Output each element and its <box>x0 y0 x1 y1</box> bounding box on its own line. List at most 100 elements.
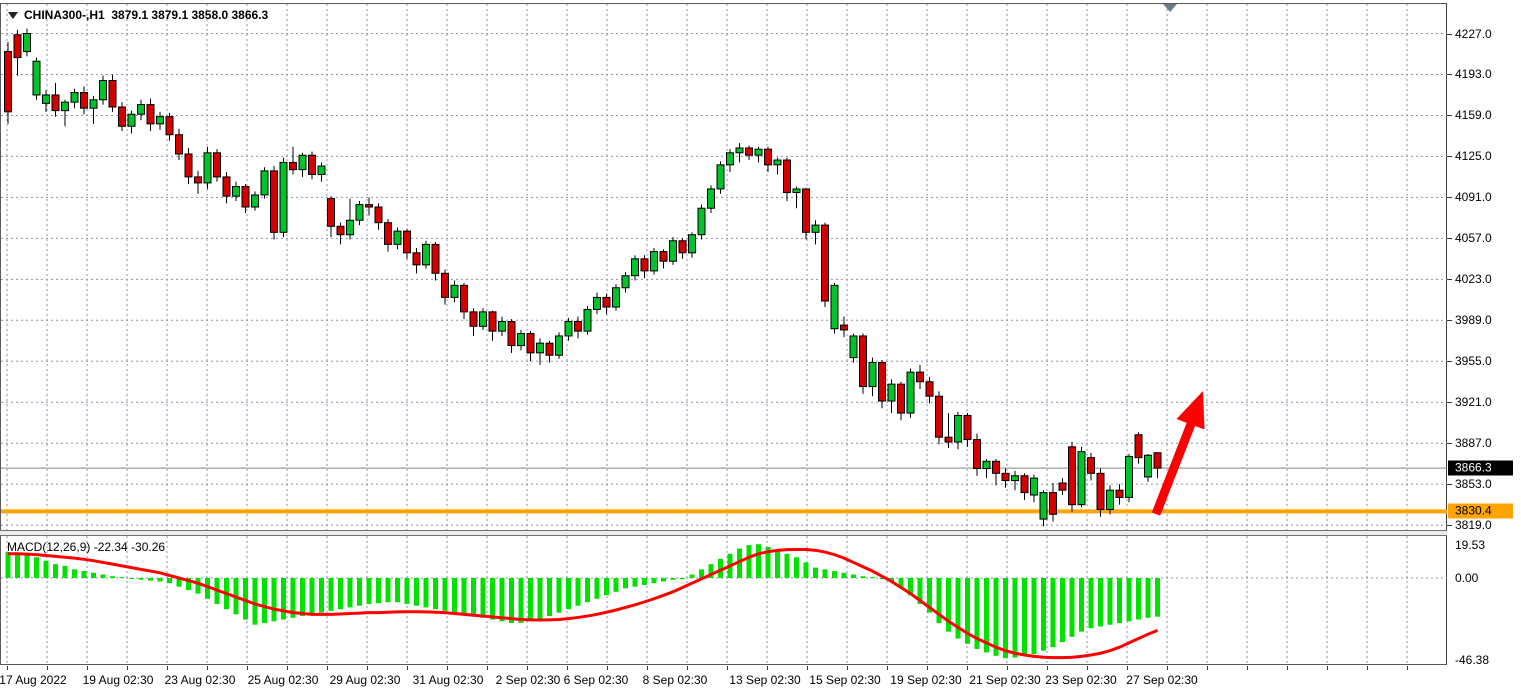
price-axis-tick <box>1447 320 1452 322</box>
candle-body <box>564 320 573 337</box>
macd-histogram-bar <box>965 578 970 644</box>
time-axis-tick <box>247 666 248 670</box>
macd-histogram-bar <box>642 578 647 585</box>
price-axis-tick <box>1447 197 1452 199</box>
candle-body <box>1039 492 1048 520</box>
candle-body <box>821 224 829 302</box>
macd-histogram-bar <box>1041 578 1046 651</box>
macd-histogram-bar <box>794 557 799 578</box>
current-price-badge: 3866.3 <box>1448 460 1513 476</box>
macd-histogram-bar <box>385 578 391 603</box>
macd-histogram-bar <box>803 562 809 578</box>
time-axis-tick <box>1207 666 1208 670</box>
macd-histogram-bar <box>186 578 191 591</box>
candle-body <box>792 188 801 194</box>
price-axis-tick <box>1447 525 1452 527</box>
candle-body <box>127 113 136 127</box>
macd-histogram-bar <box>1107 578 1113 625</box>
candle-body <box>1115 489 1124 498</box>
support-level-badge: 3830.4 <box>1448 503 1513 519</box>
price-axis-label: 4091.0 <box>1455 190 1492 205</box>
macd-histogram-bar <box>499 578 505 622</box>
candle-body <box>279 161 288 233</box>
main-chart-panel[interactable] <box>0 3 1447 530</box>
candles-group[interactable] <box>4 28 1162 527</box>
candle-body <box>346 219 354 236</box>
macd-indicator-label: MACD(12,26,9) -22.34 -30.26 <box>7 540 166 554</box>
candle-body <box>545 342 554 356</box>
time-axis-tick <box>487 666 488 670</box>
time-axis-tick <box>567 666 568 670</box>
macd-histogram-bar <box>129 578 134 579</box>
time-axis-tick <box>1287 666 1288 670</box>
candle-body <box>621 275 630 289</box>
macd-histogram-bar <box>148 578 153 581</box>
candle-body <box>488 311 497 332</box>
macd-histogram-bar <box>917 578 923 604</box>
time-axis-label: 15 Sep 02:30 <box>809 673 881 687</box>
macd-histogram-bar <box>1060 578 1065 643</box>
macd-histogram-bar <box>423 578 429 608</box>
macd-histogram-bar <box>433 578 438 610</box>
candle-body <box>631 258 639 277</box>
price-axis[interactable]: 4227.0 4193.0 4159.0 4125.0 4091.0 4057.0 4023… <box>1447 0 1521 667</box>
price-axis-tick <box>1447 156 1452 158</box>
time-axis-label: 19 Sep 02:30 <box>890 673 962 687</box>
candle-body <box>678 240 687 254</box>
time-axis[interactable]: 17 Aug 2022 19 Aug 02:30 23 Aug 02:30 25 Au… <box>0 666 1521 698</box>
macd-histogram-bar <box>271 578 277 622</box>
candle-body <box>80 92 88 109</box>
macd-histogram-bar <box>860 576 866 578</box>
macd-histogram-bar <box>1050 578 1056 648</box>
macd-histogram-bar <box>632 578 638 587</box>
macd-histogram-bar <box>841 572 847 578</box>
time-axis-tick <box>327 666 328 670</box>
time-axis-label: 27 Sep 02:30 <box>1126 673 1198 687</box>
macd-panel[interactable] <box>0 536 1447 665</box>
macd-histogram-bar <box>452 578 457 613</box>
trend-arrow[interactable] <box>1151 391 1205 516</box>
macd-histogram-group[interactable] <box>5 544 1161 659</box>
macd-histogram-bar <box>718 558 723 578</box>
candle-body <box>336 225 345 236</box>
macd-histogram-bar <box>689 574 695 578</box>
macd-histogram-bar <box>537 578 543 620</box>
time-axis-tick <box>807 666 808 670</box>
candle-body <box>688 234 696 254</box>
candle-body <box>460 284 468 313</box>
candle-body <box>184 153 193 178</box>
candle-body <box>992 460 1000 474</box>
macd-histogram-bar <box>205 578 210 599</box>
time-axis-tick <box>847 666 848 670</box>
macd-histogram-bar <box>509 578 514 623</box>
scroll-position-marker-icon[interactable] <box>1163 4 1177 12</box>
candle-body <box>555 335 563 356</box>
time-axis-tick <box>87 666 88 670</box>
macd-histogram-bar <box>889 578 894 582</box>
macd-histogram-bar <box>946 578 951 632</box>
panel-separator[interactable] <box>0 530 1447 536</box>
candle-body <box>422 243 430 266</box>
macd-histogram-bar <box>518 578 524 623</box>
time-axis-tick <box>967 666 968 670</box>
candle-body <box>108 79 117 108</box>
symbol-dropdown-triangle-icon <box>8 12 18 20</box>
candle-body <box>146 104 155 125</box>
macd-histogram-bar <box>784 553 790 578</box>
time-axis-tick <box>1087 666 1088 670</box>
candle-body <box>735 147 744 154</box>
price-axis-tick <box>1447 74 1452 76</box>
candle-body <box>802 188 810 233</box>
candle-body <box>1134 434 1143 459</box>
price-axis-tick <box>1447 484 1452 486</box>
macd-histogram-bar <box>566 578 571 610</box>
candle-body <box>241 186 250 208</box>
macd-histogram-bar <box>300 578 305 617</box>
macd-histogram-bar <box>395 578 400 603</box>
macd-histogram-bar <box>110 576 115 578</box>
macd-histogram-bar <box>594 578 600 599</box>
candle-body <box>23 33 31 53</box>
time-axis-tick <box>127 666 128 670</box>
price-axis-tick <box>1447 238 1452 240</box>
macd-histogram-bar <box>404 578 410 604</box>
